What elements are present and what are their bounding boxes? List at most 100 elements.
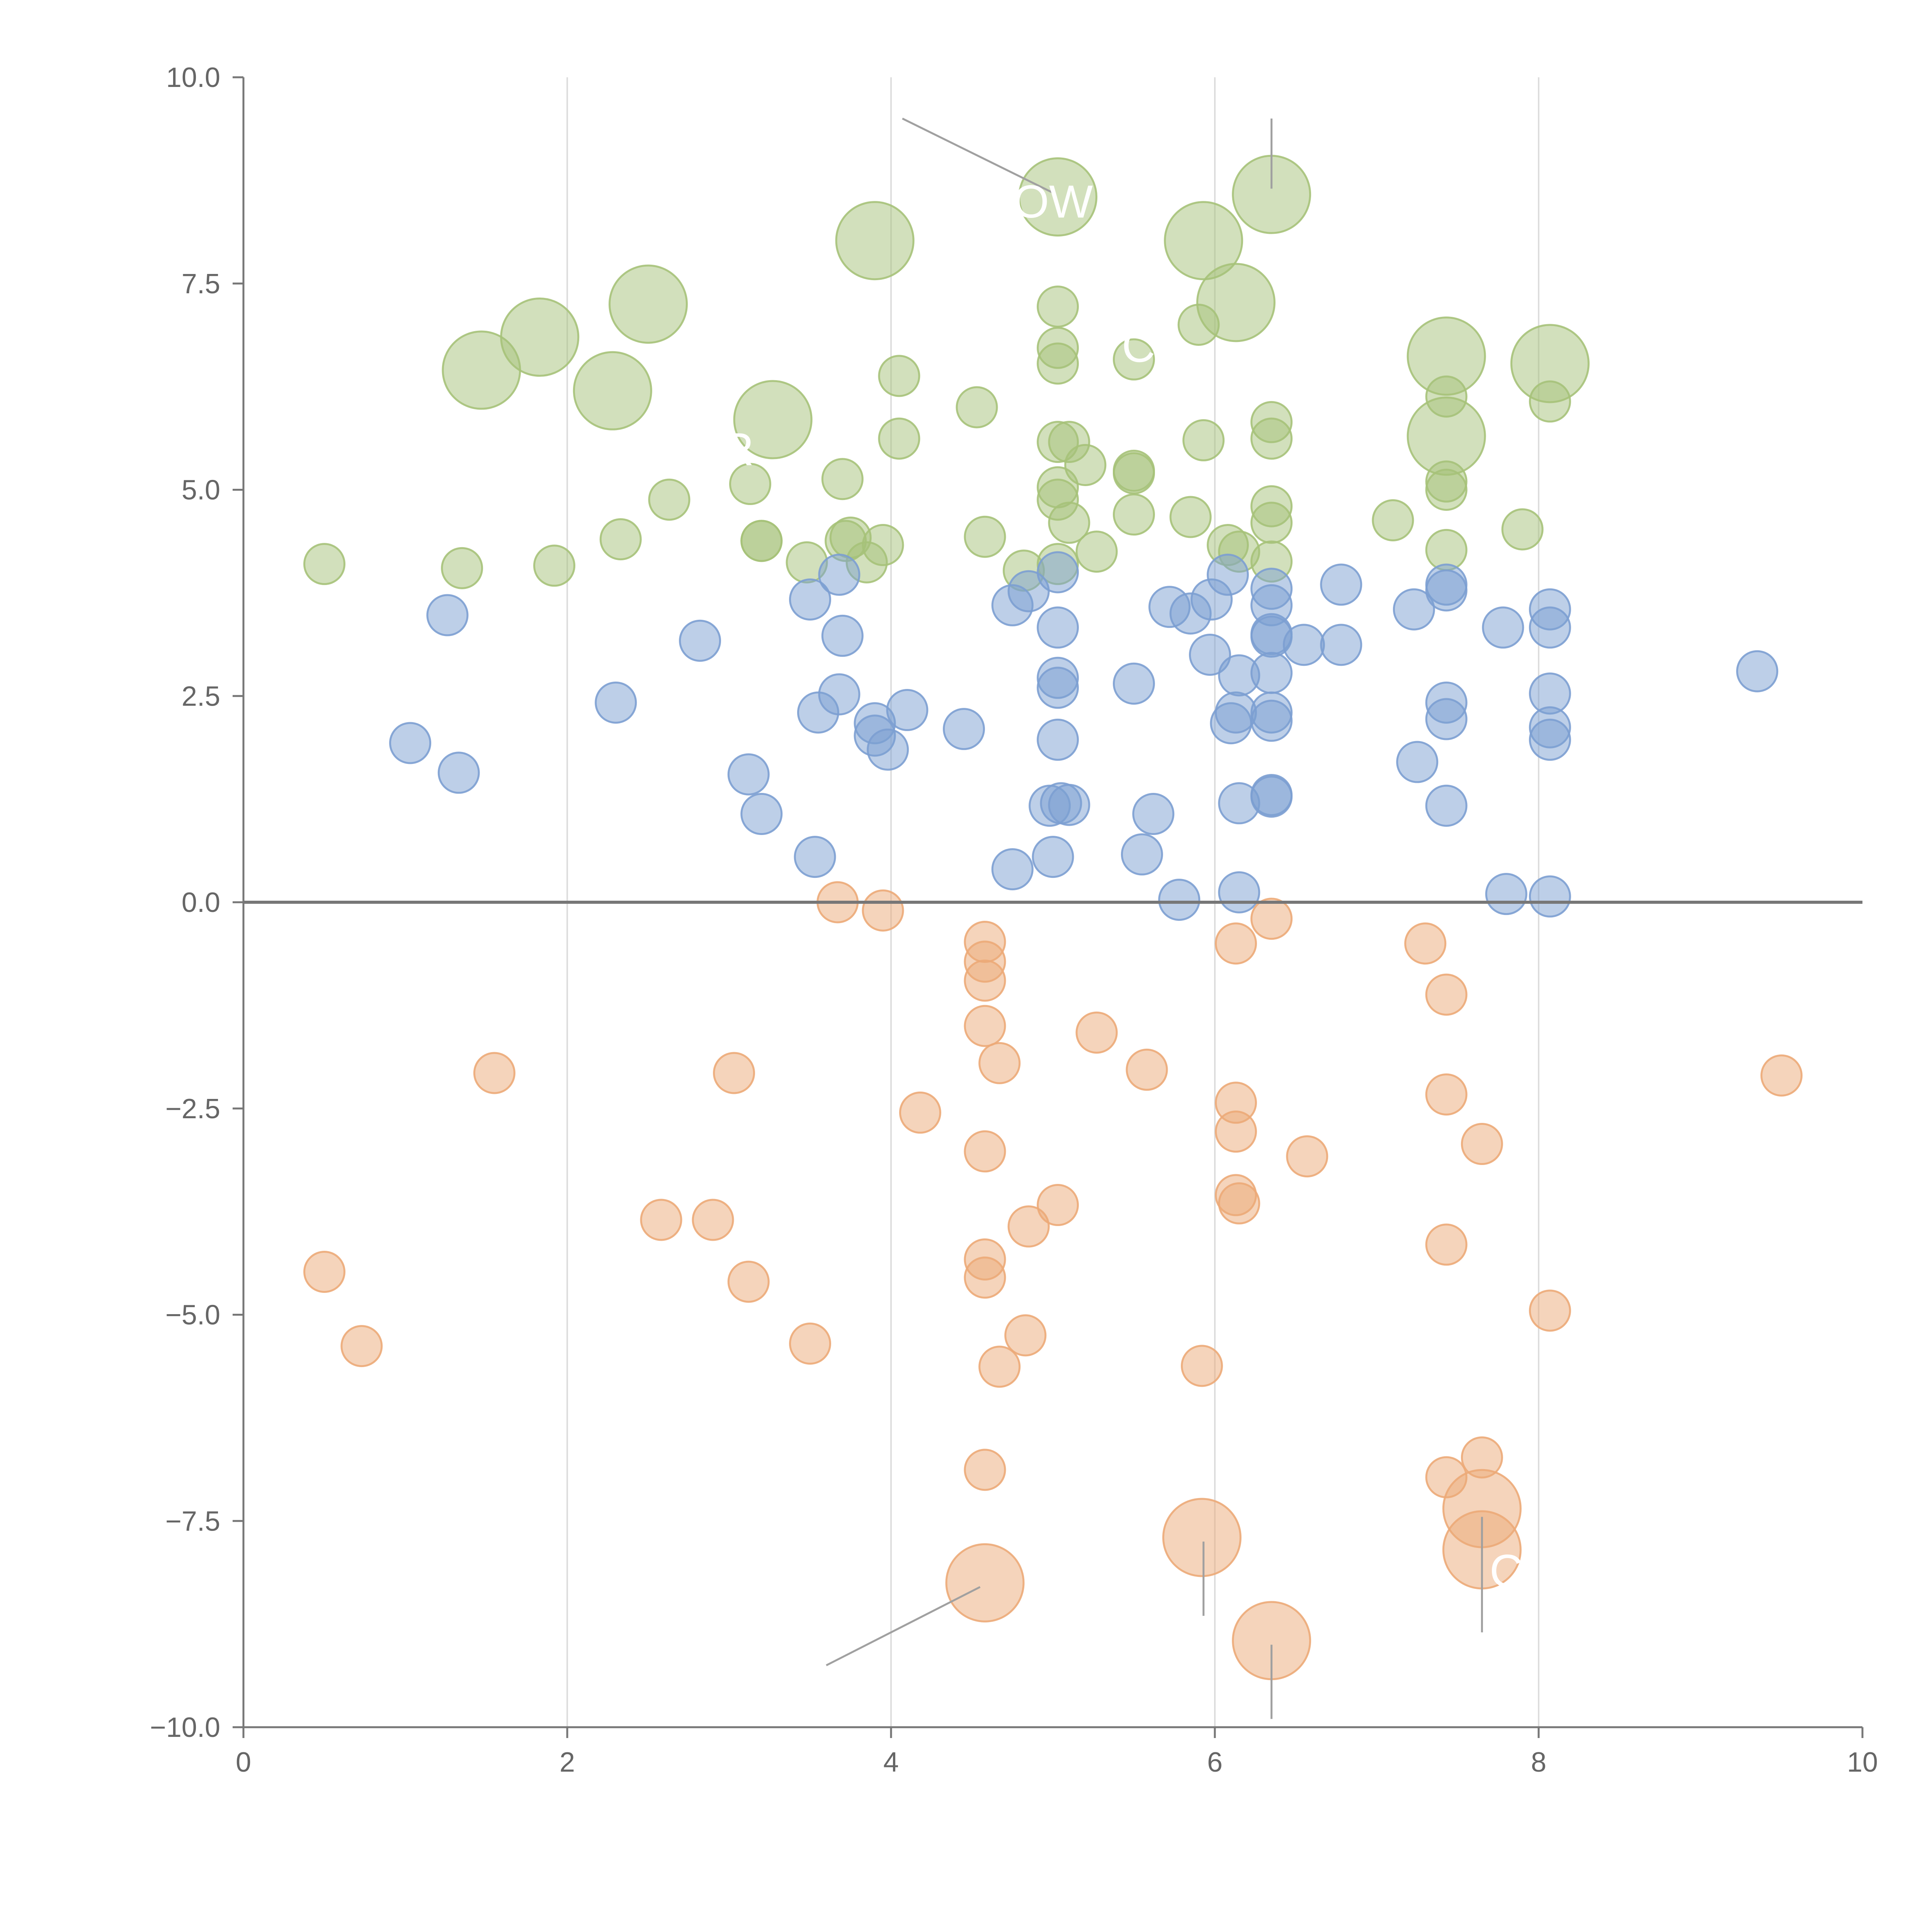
bubble-middle-15 (867, 728, 909, 771)
bubble-middle-9 (794, 836, 836, 878)
bubble-label-1: Cy (1122, 320, 1179, 372)
bubble-middle-69 (1529, 718, 1571, 761)
callout-line-0 (902, 117, 1054, 194)
annotation-layer: OW Cy R C (721, 117, 1523, 1719)
bubble-top-7 (740, 520, 783, 562)
y-tick-label-4: 0.0 (182, 887, 220, 918)
y-tick-label-1: 7.5 (182, 269, 220, 299)
bubble-bottom-41 (1529, 1289, 1571, 1332)
bubble-middle-29 (1048, 784, 1090, 826)
bubble-middle-19 (991, 848, 1034, 891)
bubble-middle-6 (740, 793, 783, 835)
bubble-top-49 (1501, 508, 1544, 551)
bubble-middle-66 (1529, 606, 1571, 649)
bubble-top-34 (1169, 496, 1212, 538)
bubble-top-27 (1048, 502, 1090, 544)
bubble-label-2: R (721, 423, 754, 475)
x-tick-label-2: 4 (883, 1747, 899, 1778)
bubble-middle-26 (1037, 667, 1079, 709)
bubble-middle-12 (821, 614, 864, 657)
bubble-top-58 (1164, 201, 1243, 281)
bubble-bottom-4 (692, 1199, 734, 1241)
bubble-bottom-17 (964, 1256, 1006, 1299)
bubble-top-59 (1196, 263, 1276, 342)
bubble-top-61 (1406, 316, 1486, 396)
bubble-top-1 (441, 547, 483, 589)
bubble-top-19 (1037, 286, 1079, 328)
bubble-top-21 (1037, 342, 1079, 385)
bubble-bottom-27 (1214, 922, 1257, 965)
bubble-bottom-10 (899, 1091, 941, 1134)
bubble-top-40 (1250, 417, 1293, 460)
bubble-top-56 (835, 201, 915, 281)
bubble-bottom-1 (340, 1325, 383, 1367)
bubble-middle-55 (1320, 624, 1362, 666)
x-tick-label-4: 8 (1531, 1747, 1546, 1778)
bubble-middle-70 (1529, 875, 1571, 918)
bubble-top-32 (1113, 452, 1155, 495)
bubble-middle-61 (1425, 698, 1468, 740)
bubble-middle-3 (595, 681, 637, 724)
bubble-middle-5 (727, 753, 770, 796)
y-tick-label-5: −2.5 (165, 1094, 220, 1124)
bubble-label-3: C (1490, 1545, 1523, 1597)
bubble-middle-16 (886, 689, 929, 731)
bubble-middle-27 (1037, 718, 1079, 761)
axes: 0 2 4 6 8 10 10.0 7.5 5.0 2.5 0.0 −2.5 −5.0 −7.5 −10.0 (150, 62, 1878, 1778)
bubble-middle-64 (1485, 873, 1527, 915)
bubble-bottom-32 (1250, 898, 1293, 940)
bubble-bottom-31 (1218, 1182, 1260, 1225)
bubble-bottom-20 (978, 1345, 1021, 1388)
bubble-bottom-21 (1004, 1314, 1047, 1357)
bubble-middle-30 (1113, 662, 1155, 705)
bubble-middle-62 (1425, 784, 1468, 827)
bubble-bottom-18 (964, 1449, 1006, 1491)
bubble-top-36 (1182, 419, 1225, 461)
bubble-bottom-33 (1286, 1135, 1328, 1178)
x-tick-label-0: 0 (236, 1747, 251, 1778)
bubble-top-0 (303, 543, 345, 585)
bubble-top-2 (533, 544, 575, 587)
bubble-bottom-3 (640, 1199, 682, 1241)
bubble-top-9 (821, 458, 864, 500)
bubble-top-54 (609, 264, 688, 344)
bubble-top-4 (648, 478, 690, 521)
bubble-top-63 (1510, 324, 1590, 403)
bubble-middle-54 (1320, 563, 1362, 606)
bubble-middle-38 (1207, 553, 1249, 596)
bubble-label-0: OW (1013, 176, 1093, 228)
bubble-bottom-29 (1214, 1111, 1257, 1153)
bubble-bottom-2 (473, 1052, 515, 1094)
bubble-bottom-37 (1425, 1223, 1468, 1266)
bubble-middle-23 (1037, 551, 1079, 594)
bubble-bottom-36 (1425, 1073, 1468, 1116)
bubble-top-33 (1113, 493, 1155, 536)
bubble-bottom-15 (964, 1130, 1006, 1173)
callout-line-2 (826, 1586, 981, 1667)
y-tick-label-2: 5.0 (182, 475, 220, 506)
bubble-middle-71 (1736, 650, 1779, 692)
bubble-top-14 (878, 355, 920, 397)
bubble-bottom-23 (1037, 1184, 1079, 1226)
bubble-top-17 (964, 515, 1006, 558)
bubble-middle-36 (1189, 634, 1231, 676)
y-tick-label-7: −7.5 (165, 1506, 220, 1537)
y-tick-label-3: 2.5 (182, 681, 220, 712)
series-bottom (303, 881, 1803, 1680)
bubble-middle-57 (1396, 741, 1439, 783)
bubble-middle-59 (1425, 569, 1468, 612)
bubble-top-53 (573, 351, 652, 430)
bubble-top-42 (1250, 502, 1293, 544)
bubble-top-57 (1018, 157, 1098, 237)
bubble-top-16 (956, 386, 998, 429)
bubble-middle-48 (1250, 651, 1293, 694)
bubble-top-29 (1075, 531, 1118, 573)
bubble-middle-40 (1214, 691, 1257, 734)
bubble-top-13 (862, 524, 904, 566)
bubble-middle-52 (1250, 776, 1293, 818)
bubble-middle-22 (1032, 836, 1074, 878)
bubble-top-30 (1113, 338, 1155, 381)
bubble-bottom-13 (964, 959, 1006, 1002)
bubble-bottom-43 (945, 1543, 1025, 1622)
